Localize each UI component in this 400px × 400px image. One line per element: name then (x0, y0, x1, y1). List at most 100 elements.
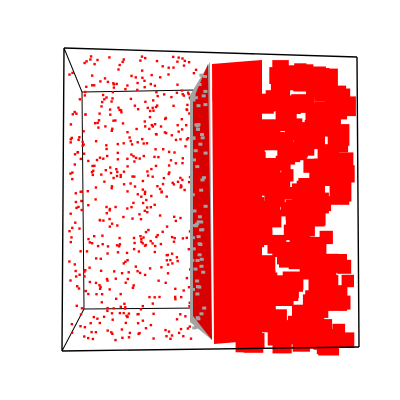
particle-dot (108, 207, 112, 211)
particle-dot (188, 304, 191, 308)
box-front-edges (61, 47, 360, 352)
particle-dot (106, 245, 110, 248)
particle-square (316, 68, 330, 82)
particle-dot (110, 331, 113, 334)
particle-dot (75, 275, 78, 278)
slab-shadow-speck (195, 259, 200, 262)
particle-dot (177, 331, 181, 335)
particle-dot (133, 175, 136, 178)
particle-dot (175, 256, 179, 259)
particle-dot (141, 188, 144, 191)
particle-dot (108, 217, 111, 221)
particle-dot (132, 155, 135, 158)
particle-dot (87, 159, 90, 163)
particle-dot (110, 222, 114, 225)
particle-dot (137, 312, 140, 316)
particle-dot (124, 321, 127, 325)
particle-dot (99, 269, 103, 272)
particle-dot (92, 169, 95, 172)
particle-dot (79, 190, 82, 193)
particle-dot (177, 130, 180, 133)
particle-dot (121, 336, 124, 339)
particle-dot (122, 311, 125, 315)
particle-square (308, 279, 325, 296)
particle-dot (124, 87, 127, 91)
slab-shadow-speck (195, 222, 200, 226)
slab-shadow-speck (197, 253, 202, 257)
particle-dot (130, 205, 133, 209)
particle-dot (109, 166, 112, 169)
box-back-top-edge (81, 89, 197, 93)
particle-dot (111, 127, 114, 130)
particle-dot (79, 250, 82, 253)
particle-dot (139, 308, 143, 311)
particle-dot (146, 211, 149, 214)
particle-dot (131, 286, 135, 289)
particle-dot (119, 292, 122, 296)
particle-dot (161, 65, 164, 68)
particle-dot (88, 266, 91, 269)
particle-dot (152, 99, 155, 102)
slab-shadow-speck (195, 292, 200, 296)
particle-dot (152, 109, 155, 112)
particle-dot (185, 236, 188, 239)
particle-dot (77, 138, 80, 141)
particle-square (341, 274, 354, 288)
slab-shadow-speck (199, 228, 204, 232)
particle-dot (163, 131, 167, 134)
particle-square (253, 255, 276, 278)
particle-dot (68, 230, 71, 233)
particle-square (309, 104, 328, 122)
particle-dot (126, 259, 129, 262)
particle-dot (93, 122, 97, 125)
particle-dot (127, 312, 131, 315)
particle-square (275, 155, 291, 171)
particle-dot (105, 212, 108, 215)
particle-dot (102, 157, 105, 160)
particle-dot (151, 175, 154, 178)
particle-dot (137, 332, 140, 336)
particle-dot (170, 95, 173, 99)
particle-dot (136, 81, 139, 85)
particle-dot (148, 115, 152, 119)
particle-dot (188, 112, 191, 115)
particle-dot (100, 173, 103, 176)
particle-dot (126, 157, 129, 160)
particle-dot (132, 236, 136, 240)
particle-dot (165, 225, 169, 228)
slab-shadow-speck (199, 264, 204, 268)
particle-dot (98, 219, 102, 222)
particle-dot (182, 289, 185, 292)
particle-dot (101, 234, 104, 237)
particle-dot (144, 100, 147, 103)
particle-dot (179, 184, 183, 187)
particle-dot (116, 170, 119, 174)
particle-dot (134, 265, 137, 268)
slab-face (193, 64, 212, 340)
particle-dot (110, 100, 113, 103)
particle-dot (78, 227, 81, 230)
particle-dot (159, 125, 163, 128)
particle-dot (139, 235, 142, 238)
particle-dot (115, 168, 118, 171)
particle-dot (71, 71, 74, 75)
slab-shadow-speck (190, 258, 195, 262)
particle-dot (136, 108, 140, 111)
particle-dot (106, 309, 109, 313)
particle-dot (87, 292, 90, 296)
particle-dot (179, 327, 183, 331)
particle-dot (143, 79, 146, 82)
particle-dot (96, 121, 99, 125)
particle-dot (165, 335, 168, 338)
particle-dot (93, 62, 96, 66)
particle-dot (70, 236, 73, 239)
particle-dot (141, 304, 144, 308)
particle-square (318, 334, 340, 356)
particle-dot (186, 103, 189, 107)
particle-dot (106, 80, 110, 84)
particle-dot (74, 200, 78, 204)
particle-dot (119, 109, 123, 112)
particle-dot (103, 180, 106, 183)
particle-dot (128, 136, 131, 139)
particle-square (293, 135, 315, 156)
